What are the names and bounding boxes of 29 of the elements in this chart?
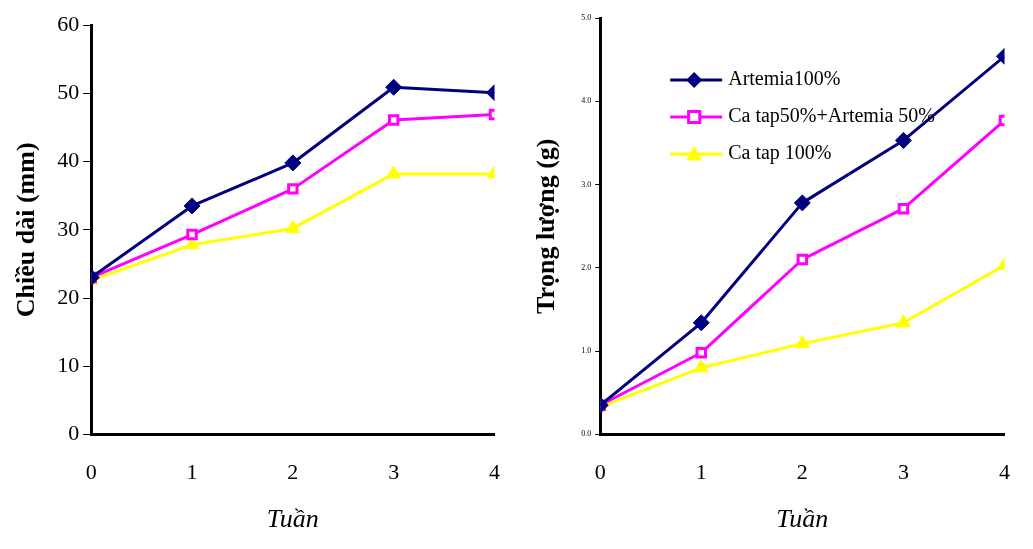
y-tick-label: 60 (57, 10, 80, 36)
x-tick-label: 3 (897, 459, 909, 485)
y-tick-label: 0 (68, 420, 80, 446)
y-tick-label: 50 (57, 79, 80, 105)
y-tick-label: 20 (57, 283, 80, 309)
x-tick-label: 0 (85, 459, 97, 485)
y-axis-title: Chiều dài (mm) (11, 142, 41, 318)
x-tick-label: 2 (796, 459, 808, 485)
x-tick-label: 4 (489, 459, 500, 485)
x-axis-title: Tuần (776, 504, 829, 534)
y-tick-label: 4.0 (581, 96, 592, 106)
x-tick-label: 3 (388, 459, 400, 485)
x-tick-label: 4 (999, 459, 1010, 485)
y-tick-label: 5.0 (581, 13, 592, 23)
y-tick-label: 40 (57, 147, 80, 173)
x-tick-label: 1 (695, 459, 707, 485)
legend-label: Ca tap 100% (728, 141, 832, 165)
legend-label: Artemia100% (728, 67, 841, 90)
x-tick-label: 2 (287, 459, 299, 485)
y-tick-label: 0.0 (581, 429, 592, 439)
y-tick-label: 1.0 (581, 346, 592, 356)
y-axis-title: Trọng lượng (g) (531, 138, 561, 314)
y-tick-label: 3.0 (581, 179, 592, 189)
y-tick-label: 30 (57, 215, 80, 241)
y-tick-label: 10 (57, 351, 80, 377)
legend-label: Ca tap50%+Artemia 50% (728, 104, 935, 128)
x-tick-label: 1 (186, 459, 198, 485)
y-tick-label: 2.0 (581, 262, 592, 272)
x-axis-title: Tuần (266, 504, 319, 534)
